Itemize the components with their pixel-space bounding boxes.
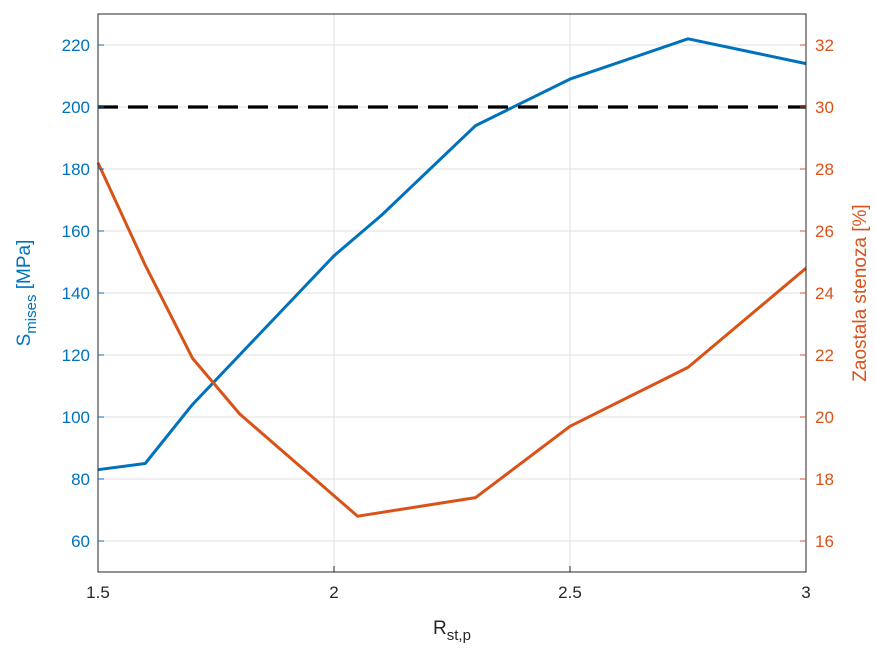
series-line-left	[97, 37, 807, 472]
x-tick-label: 2.5	[558, 583, 582, 602]
series-layer	[96, 37, 807, 518]
grid	[97, 14, 807, 572]
right-tick-label: 30	[815, 98, 834, 117]
x-tick-label: 3	[801, 583, 810, 602]
left-tick-label: 160	[62, 222, 90, 241]
left-tick-label: 200	[62, 98, 90, 117]
x-axis-label: Rst,p	[433, 618, 471, 644]
left-axis-ticks: 60 80 100 120 140 160 180 200 220	[62, 36, 104, 551]
right-tick-label: 18	[815, 470, 834, 489]
right-tick-label: 26	[815, 222, 834, 241]
left-tick-label: 140	[62, 284, 90, 303]
left-tick-label: 120	[62, 346, 90, 365]
right-tick-label: 20	[815, 408, 834, 427]
left-tick-label: 180	[62, 160, 90, 179]
right-tick-label: 28	[815, 160, 834, 179]
right-axis-ticks: 16 18 20 22 24 26 28 30 32	[800, 36, 834, 551]
right-tick-label: 16	[815, 532, 834, 551]
left-tick-label: 100	[62, 408, 90, 427]
series-line-right	[96, 162, 807, 518]
right-y-axis-label: Zaostala stenoza [%]	[850, 204, 871, 381]
x-axis-ticks: 1.5 2 2.5 3	[86, 566, 811, 602]
left-tick-label: 80	[71, 470, 90, 489]
x-tick-label: 1.5	[86, 583, 110, 602]
left-tick-label: 60	[71, 532, 90, 551]
x-tick-label: 2	[329, 583, 338, 602]
right-tick-label: 24	[815, 284, 834, 303]
right-tick-label: 32	[815, 36, 834, 55]
left-tick-label: 220	[62, 36, 90, 55]
left-y-axis-label: Smises [MPa]	[14, 240, 40, 347]
right-tick-label: 22	[815, 346, 834, 365]
